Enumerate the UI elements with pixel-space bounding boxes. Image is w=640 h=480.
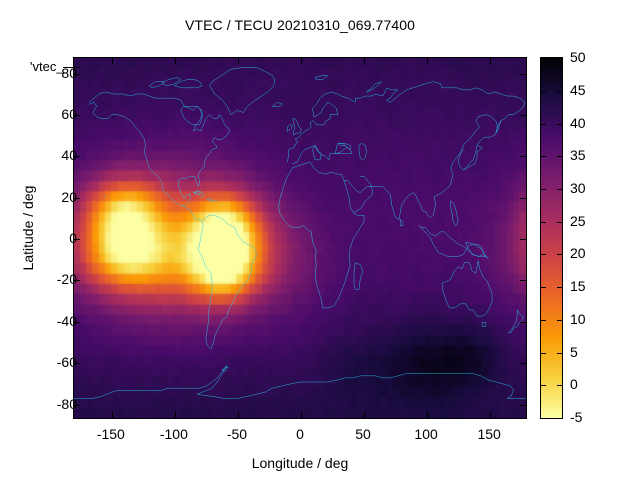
colorbar-tick-mark [557,418,562,419]
colorbar-tick-mark [557,58,562,59]
y-tick-label: 40 [61,147,77,164]
x-axis-title: Longitude / deg [251,455,349,471]
x-tick-label: -150 [96,426,125,442]
y-tick-mark [520,239,526,240]
y-tick-mark [74,114,80,116]
colorbar-tick-mark [541,352,546,354]
x-tick-label: 0 [296,426,304,442]
x-tick-mark [364,412,366,418]
colorbar-tick-label: 20 [570,245,586,262]
colorbar-tick-mark [541,58,546,59]
colorbar-tick-label: 30 [570,179,586,196]
y-tick-mark [74,404,80,406]
y-tick-mark [74,197,80,199]
y-tick-mark [520,363,526,365]
colorbar-tick-mark [557,123,562,125]
y-axis-title: Latitude / deg [20,185,36,271]
y-tick-mark [520,156,526,158]
x-tick-mark [111,412,113,418]
x-tick-mark [490,58,492,64]
y-tick-mark [74,156,80,158]
colorbar-tick-label: 25 [570,212,586,229]
colorbar-tick-mark [541,90,546,92]
x-tick-label: 50 [355,426,371,442]
y-tick-mark [520,321,526,323]
colorbar-tick-mark [541,221,546,223]
x-tick-mark [427,58,429,64]
colorbar-tick-mark [557,287,562,289]
colorbar-tick-label: 10 [570,310,586,327]
x-tick-mark [490,412,492,418]
y-tick-label: -40 [56,312,77,329]
y-tick-mark [520,404,526,406]
y-tick-label: 60 [61,105,77,122]
x-tick-mark [301,412,302,418]
x-tick-mark [111,58,113,64]
y-tick-mark [74,363,80,365]
x-tick-mark [174,58,176,64]
colorbar-tick-mark [541,254,546,256]
colorbar-tick-mark [541,385,546,387]
x-tick-label: -100 [159,426,188,442]
x-tick-mark [237,412,239,418]
colorbar-tick-label: 0 [570,376,578,393]
y-tick-mark [74,321,80,323]
series-key-label: 'vtec_ [30,59,64,74]
series-key-line [63,67,80,68]
y-tick-mark [74,239,80,240]
x-tick-label: -50 [226,426,248,442]
x-tick-mark [427,412,429,418]
colorbar-tick-mark [541,188,546,190]
colorbar-tick-label: 40 [570,114,586,131]
x-tick-label: 150 [477,426,501,442]
colorbar-tick-label: -5 [570,409,583,425]
colorbar-tick-mark [541,418,546,419]
colorbar-tick-label: 15 [570,278,586,295]
y-tick-mark [520,280,526,282]
colorbar-tick-mark [557,221,562,223]
colorbar-tick-label: 35 [570,147,586,164]
x-tick-mark [174,412,176,418]
page-title: VTEC / TECU 20210310_069.77400 [184,17,415,33]
colorbar-tick-mark [557,156,562,158]
y-tick-label: 20 [61,188,77,205]
x-tick-mark [364,58,366,64]
colorbar-tick-mark [557,352,562,354]
y-tick-mark [520,197,526,199]
colorbar-tick-mark [557,90,562,92]
colorbar[interactable] [540,57,563,419]
colorbar-tick-mark [541,319,546,321]
x-tick-label: 100 [414,426,438,442]
colorbar-tick-mark [541,123,546,125]
y-tick-mark [74,73,80,75]
y-tick-mark [74,280,80,282]
y-tick-label: -60 [56,354,77,371]
colorbar-tick-mark [557,188,562,190]
colorbar-tick-label: 50 [570,49,586,65]
colorbar-tick-mark [557,254,562,256]
y-tick-label: 80 [61,64,77,81]
colorbar-tick-mark [541,287,546,289]
colorbar-tick-label: 5 [570,343,578,360]
x-tick-mark [237,58,239,64]
map-plot-area[interactable] [73,57,527,419]
colorbar-gradient [541,58,562,418]
x-tick-mark [301,58,302,64]
colorbar-tick-mark [541,156,546,158]
y-tick-label: -20 [56,271,77,288]
y-tick-mark [520,114,526,116]
y-tick-label: -80 [56,395,77,412]
vtec-heatmap-canvas [74,58,526,418]
y-tick-label: 0 [69,230,77,246]
colorbar-tick-mark [557,319,562,321]
colorbar-tick-mark [557,385,562,387]
colorbar-tick-label: 45 [570,81,586,98]
y-tick-mark [520,73,526,75]
